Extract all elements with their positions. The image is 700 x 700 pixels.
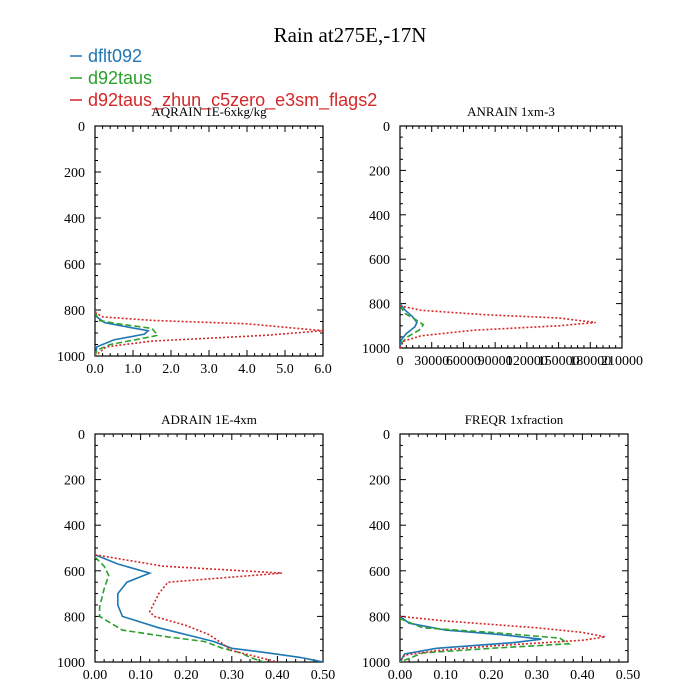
y-tick-label: 0 [383, 120, 390, 135]
series-line-d92taus_zhun_c5zero_e3sm_flags2 [400, 305, 596, 348]
panel-4: FREQR 1xfraction 0.00 0.10 0.20 0.30 0.40 0.50… [362, 412, 640, 683]
y-tick-label: 1000 [57, 656, 85, 671]
panel-title: ANRAIN 1xm-3 [467, 104, 555, 119]
series-line-dflt092 [400, 303, 418, 348]
plot-frame [94, 433, 324, 663]
x-tick-label: 0.20 [479, 668, 504, 683]
x-tick-label: 210000 [601, 354, 643, 369]
series-line-d92taus [95, 556, 264, 662]
x-tick-label: 0.40 [570, 668, 595, 683]
y-tick-label: 400 [369, 209, 390, 224]
x-tick-label: 0.10 [128, 668, 153, 683]
legend-label: dflt092 [88, 46, 142, 66]
y-tick-label: 0 [78, 428, 85, 443]
x-tick-label: 0.00 [83, 668, 108, 683]
y-tick-label: 600 [64, 565, 85, 580]
y-tick-label: 800 [64, 610, 85, 625]
x-tick-label: 60000 [446, 354, 481, 369]
figure-title: Rain at275E,-17N [274, 23, 427, 47]
y-tick-label: 800 [64, 304, 85, 319]
plot-frame [94, 125, 324, 357]
y-tick-label: 600 [369, 565, 390, 580]
x-tick-label: 4.0 [238, 362, 256, 377]
y-tick-label: 1000 [362, 342, 390, 357]
y-tick-label: 600 [64, 258, 85, 273]
x-tick-label: 90000 [478, 354, 513, 369]
x-tick-label: 2.0 [162, 362, 180, 377]
panel-title: ADRAIN 1E-4xm [161, 412, 257, 427]
y-tick-label: 200 [64, 166, 85, 181]
x-tick-label: 0.50 [311, 668, 336, 683]
y-tick-label: 200 [369, 474, 390, 489]
panel-3: ADRAIN 1E-4xm 0.00 0.10 0.20 0.30 0.40 0.50 0 20… [57, 412, 335, 683]
x-tick-label: 0.00 [388, 668, 413, 683]
x-tick-label: 0.30 [525, 668, 550, 683]
y-tick-label: 0 [78, 120, 85, 135]
y-tick-label: 400 [64, 212, 85, 227]
y-tick-label: 200 [64, 474, 85, 489]
legend-label: d92taus [88, 68, 152, 88]
x-tick-label: 0.10 [433, 668, 458, 683]
x-tick-label: 6.0 [314, 362, 332, 377]
panel-2: ANRAIN 1xm-3 0 300006000090000120000150000… [362, 104, 643, 369]
x-tick-label: 0.40 [265, 668, 290, 683]
x-tick-label: 0.30 [220, 668, 245, 683]
x-tick-label: 120000 [506, 354, 548, 369]
x-tick-label: 0.20 [174, 668, 199, 683]
series-line-d92taus [400, 617, 572, 662]
series-line-d92taus_zhun_c5zero_e3sm_flags2 [95, 554, 283, 662]
series-line-d92taus_zhun_c5zero_e3sm_flags2 [400, 615, 606, 662]
y-tick-label: 1000 [57, 350, 85, 365]
series-line-dflt092 [95, 309, 150, 356]
series-line-dflt092 [95, 554, 323, 662]
y-tick-label: 1000 [362, 656, 390, 671]
x-tick-label: 0.50 [616, 668, 641, 683]
y-tick-label: 400 [64, 519, 85, 534]
series-line-d92taus [95, 311, 160, 356]
x-tick-label: 180000 [569, 354, 611, 369]
x-tick-label: 3.0 [200, 362, 218, 377]
panel-title: FREQR 1xfraction [465, 412, 564, 427]
x-tick-label: 0.0 [86, 362, 104, 377]
series-line-d92taus [400, 305, 425, 348]
y-tick-label: 800 [369, 298, 390, 313]
x-tick-label: 150000 [538, 354, 580, 369]
x-tick-label: 30000 [414, 354, 449, 369]
x-tick-label: 1.0 [124, 362, 142, 377]
y-tick-label: 600 [369, 253, 390, 268]
series-line-d92taus_zhun_c5zero_e3sm_flags2 [95, 311, 323, 356]
series-line-dflt092 [400, 615, 542, 662]
legend-label: d92taus_zhun_c5zero_e3sm_flags2 [88, 90, 377, 111]
y-tick-label: 800 [369, 610, 390, 625]
panels: AQRAIN 1E-6xkg/kg 0.0 1.0 2.0 3.0 4.0 5.0 6.0 0 2… [57, 104, 643, 683]
panel-1: AQRAIN 1E-6xkg/kg 0.0 1.0 2.0 3.0 4.0 5.0 6.0 0 2… [57, 104, 332, 377]
x-tick-label: 0 [397, 354, 404, 369]
x-tick-label: 5.0 [276, 362, 294, 377]
panel-title: AQRAIN 1E-6xkg/kg [151, 104, 267, 119]
legend: dflt092d92tausd92taus_zhun_c5zero_e3sm_f… [70, 46, 377, 111]
y-tick-label: 200 [369, 164, 390, 179]
y-tick-label: 400 [369, 519, 390, 534]
y-tick-label: 0 [383, 428, 390, 443]
plot-frame [399, 125, 623, 349]
